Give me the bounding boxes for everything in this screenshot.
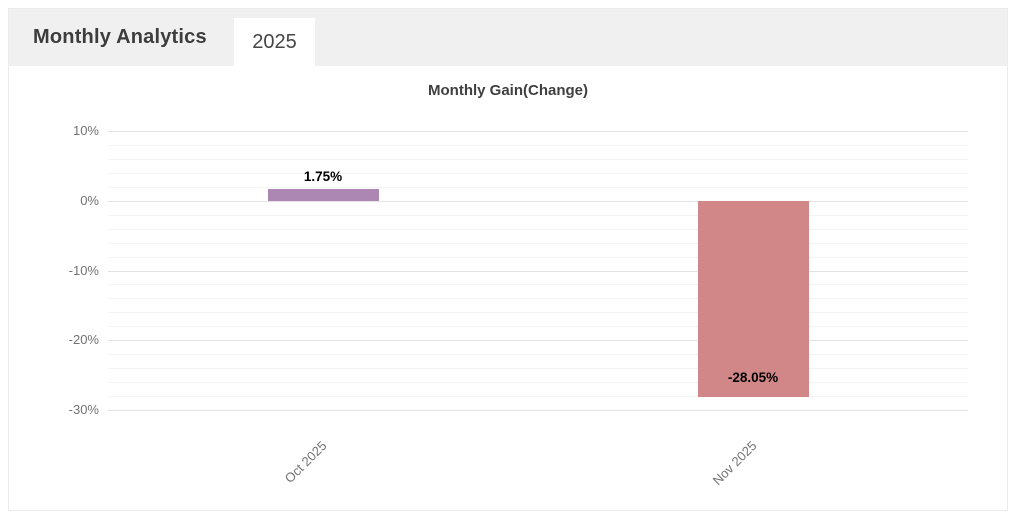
- minor-gridline: [108, 145, 968, 146]
- y-axis-tick: 0%: [80, 193, 99, 208]
- bar-nov-2025[interactable]: [698, 201, 809, 397]
- minor-gridline: [108, 354, 968, 355]
- y-axis-tick: -30%: [68, 402, 99, 417]
- bar-oct-2025[interactable]: [268, 189, 379, 201]
- y-axis-tick: -10%: [68, 263, 99, 278]
- bar-value-label: -28.05%: [727, 370, 779, 385]
- major-gridline: [108, 201, 968, 202]
- tab-2025[interactable]: 2025: [234, 18, 315, 66]
- page-title: Monthly Analytics: [33, 26, 207, 48]
- major-gridline: [108, 131, 968, 132]
- minor-gridline: [108, 215, 968, 216]
- y-axis-tick: 10%: [72, 123, 99, 138]
- minor-gridline: [108, 257, 968, 258]
- analytics-card: Monthly Analytics 2025 Monthly Gain(Chan…: [8, 8, 1008, 511]
- y-axis-tick: -20%: [68, 332, 99, 347]
- minor-gridline: [108, 312, 968, 313]
- plot-area: 10% 0% -10% -20% -30% 1.75% Oct 2025 -28.05% Nov…: [9, 9, 1007, 510]
- minor-gridline: [108, 368, 968, 369]
- minor-gridline: [108, 382, 968, 383]
- minor-gridline: [108, 243, 968, 244]
- x-axis-label: Nov 2025: [709, 438, 760, 488]
- major-gridline: [108, 410, 968, 411]
- major-gridline: [108, 340, 968, 341]
- minor-gridline: [108, 326, 968, 327]
- minor-gridline: [108, 396, 968, 397]
- major-gridline: [108, 271, 968, 272]
- minor-gridline: [108, 173, 968, 174]
- minor-gridline: [108, 298, 968, 299]
- minor-gridline: [108, 284, 968, 285]
- x-axis-label: Oct 2025: [281, 438, 330, 486]
- bar-value-label: 1.75%: [303, 169, 343, 184]
- minor-gridline: [108, 229, 968, 230]
- card-header: Monthly Analytics 2025: [9, 9, 1007, 66]
- chart-title: Monthly Gain(Change): [428, 82, 588, 99]
- minor-gridline: [108, 187, 968, 188]
- minor-gridline: [108, 159, 968, 160]
